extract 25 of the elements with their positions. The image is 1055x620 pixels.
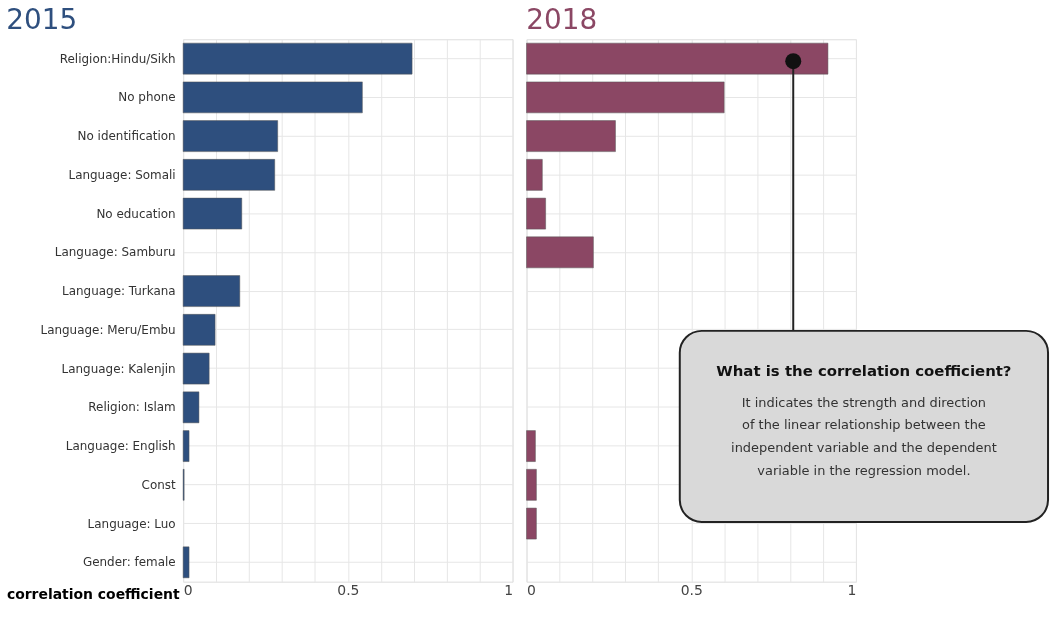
x-tick-label: 0 (527, 582, 536, 599)
y-tick-label: Language: Somali (68, 167, 176, 182)
y-tick-label: No education (96, 206, 176, 221)
y-tick-label: Language: Meru/Embu (40, 322, 176, 337)
y-tick-label: Language: Turkana (62, 284, 176, 299)
x-tick-label: 1 (847, 582, 857, 599)
chart-title: 2018 (526, 3, 598, 37)
y-tick-label: Language: Samburu (54, 245, 176, 260)
x-tick-label: 1 (504, 582, 514, 599)
y-tick-label: Gender: female (82, 555, 176, 570)
x-axis-title: correlation coefficient (6, 586, 180, 603)
y-tick-label: Religion: Islam (88, 400, 176, 415)
y-tick-label: Language: English (65, 439, 176, 454)
x-tick-label: 0 (183, 582, 193, 599)
y-tick-label: Religion:Hindu/Sikh (59, 51, 176, 66)
y-tick-label: No identification (77, 129, 176, 144)
y-tick-label: Language: Luo (87, 516, 176, 531)
y-tick-label: Language: Kalenjin (61, 361, 176, 376)
annotation: What is the correlation coefficient? (716, 361, 1012, 380)
y-tick-label: Const (141, 477, 176, 492)
x-tick-label: 0.5 (680, 582, 703, 599)
y-tick-label: No phone (118, 90, 176, 105)
x-tick-label: 0.5 (337, 582, 360, 599)
chart-title: 2015 (6, 3, 78, 37)
annotation: It indicates the strength and direction of the linear relationship between the independent variable and the dependent variable in the regression model. (731, 394, 997, 479)
